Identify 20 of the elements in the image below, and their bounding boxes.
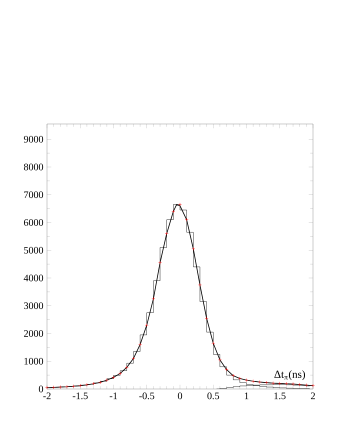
y-tick-label: 3000 [24,302,44,310]
x-tick-label: 1.5 [274,392,286,400]
y-tick-label: 7000 [24,191,44,198]
x-tick-label: 1 [244,392,248,400]
y-tick-label: 4000 [24,274,44,282]
x-tick-label: 2 [310,392,315,400]
y-tick-label: 8000 [24,164,44,170]
y-tick-label: 0 [38,386,44,392]
x-tick-label: -1.5 [72,392,88,400]
x-axis-title: Δt$_{π}$(ns) [274,370,306,380]
y-tick-label: 9000 [24,136,44,143]
y-tick-label: 6000 [24,219,44,226]
y-tick-label: 5000 [24,246,44,254]
x-tick-label: 0.5 [207,392,220,400]
x-tick-label: -0.5 [139,392,154,400]
x-tick-label: -1 [110,392,118,400]
x-tick-label: -2 [43,392,51,400]
y-tick-label: 2000 [24,330,44,337]
x-tick-label: 0 [178,392,182,400]
y-tick-label: 1000 [24,358,44,365]
